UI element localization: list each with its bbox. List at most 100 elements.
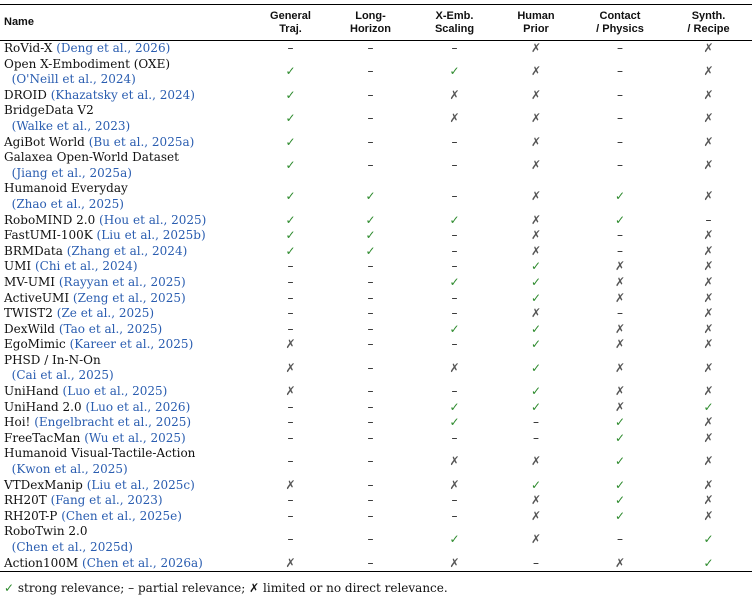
rating-cell: ✗ xyxy=(665,384,752,400)
citation-link[interactable]: Chen et al., 2025d) xyxy=(16,540,133,554)
rating-cell: ✓ xyxy=(575,431,665,447)
partial-relevance-icon: – xyxy=(617,228,623,243)
table-row: RoboMIND 2.0 (Hou et al., 2025) ✓ ✓ ✓ ✗ ✓ – xyxy=(0,213,752,229)
citation-link[interactable]: (Deng et al., 2026) xyxy=(56,41,171,55)
no-relevance-icon: ✗ xyxy=(703,259,714,274)
rating-cell: – xyxy=(329,353,412,384)
rating-cell: ✓ xyxy=(665,400,752,416)
citation-link[interactable]: Zhao et al., 2025) xyxy=(16,196,124,211)
table-row: EgoMimic (Kareer et al., 2025) ✗ – – ✓ ✗ ✗ xyxy=(0,337,752,353)
rating-cell: – xyxy=(665,213,752,229)
citation-link[interactable]: (Chen et al., 2025e) xyxy=(61,508,182,523)
dataset-name: TWIST2 xyxy=(4,306,53,321)
rating-cell: – xyxy=(329,431,412,447)
table-row: PHSD / In-N-On (Cai et al., 2025) ✗ – ✗ ✓ ✗ ✗ xyxy=(0,353,752,384)
rating-cell: ✗ xyxy=(665,322,752,338)
partial-relevance-icon: – xyxy=(617,243,623,258)
rating-cell: – xyxy=(329,493,412,509)
rating-cell: – xyxy=(329,478,412,494)
rating-cell: – xyxy=(252,291,329,307)
rating-cell: – xyxy=(329,150,412,181)
no-relevance-icon: ✗ xyxy=(530,228,542,243)
citation-link[interactable]: O'Neill et al., 2024) xyxy=(16,72,136,87)
rating-cell: ✗ xyxy=(412,446,497,477)
rating-cell: ✗ xyxy=(665,337,752,353)
rating-cell: – xyxy=(575,103,665,134)
citation-link[interactable]: (Khazatsky et al., 2024) xyxy=(50,87,195,102)
citation-paren: ( xyxy=(11,72,17,87)
rating-cell: ✗ xyxy=(665,353,752,384)
dataset-name-cell: EgoMimic (Kareer et al., 2025) xyxy=(0,337,252,353)
partial-relevance-icon: – xyxy=(287,321,294,336)
citation-link[interactable]: (Hou et al., 2025) xyxy=(99,212,207,227)
no-relevance-icon: ✗ xyxy=(285,477,296,492)
rating-cell: ✗ xyxy=(252,337,329,353)
citation-link[interactable]: Walke et al., 2023) xyxy=(16,118,131,133)
citation-link[interactable]: (Kareer et al., 2025) xyxy=(69,337,194,352)
dataset-name: RH20T-P xyxy=(4,508,58,523)
dataset-name-cell: RoboTwin 2.0 (Chen et al., 2025d) xyxy=(0,524,252,555)
rating-cell: – xyxy=(329,337,412,353)
rating-cell: ✗ xyxy=(575,322,665,338)
citation-link[interactable]: (Liu et al., 2025c) xyxy=(86,477,195,492)
citation-link[interactable]: (Wu et al., 2025) xyxy=(84,430,186,445)
no-relevance-icon: ✗ xyxy=(530,306,542,321)
rating-cell: ✗ xyxy=(412,353,497,384)
citation-link[interactable]: (Tao et al., 2025) xyxy=(58,321,163,336)
citation-link[interactable]: Jiang et al., 2025a) xyxy=(16,165,132,180)
table-row: Humanoid Everyday (Zhao et al., 2025) ✓ ✓ –… xyxy=(0,181,752,212)
rating-cell: – xyxy=(252,415,329,431)
rating-cell: – xyxy=(412,181,497,212)
citation-link[interactable]: (Zhang et al., 2024) xyxy=(66,243,188,258)
header-line: General xyxy=(270,9,311,22)
citation-link[interactable]: Kwon et al., 2025) xyxy=(16,462,128,477)
rating-cell: – xyxy=(329,259,412,275)
rating-cell: ✗ xyxy=(412,478,497,494)
citation-link[interactable]: (Rayyan et al., 2025) xyxy=(58,274,186,289)
rating-cell: ✓ xyxy=(412,415,497,431)
partial-relevance-icon: – xyxy=(287,274,294,289)
citation-link[interactable]: (Ze et al., 2025) xyxy=(56,306,155,321)
partial-relevance-icon: – xyxy=(287,41,294,55)
rating-cell: – xyxy=(329,415,412,431)
strong-relevance-icon: ✓ xyxy=(449,212,460,227)
strong-relevance-icon: ✓ xyxy=(530,360,542,375)
strong-relevance-icon: ✓ xyxy=(614,430,626,445)
dataset-name-cell: UniHand 2.0 (Luo et al., 2026) xyxy=(0,400,252,416)
partial-relevance-icon: – xyxy=(451,157,458,172)
citation-link[interactable]: (Zeng et al., 2025) xyxy=(72,290,186,305)
partial-relevance-icon: – xyxy=(287,290,294,305)
citation-link[interactable]: (Engelbracht et al., 2025) xyxy=(34,415,192,430)
citation-link[interactable]: (Luo et al., 2025) xyxy=(62,384,168,399)
partial-relevance-icon: – xyxy=(617,134,623,149)
no-relevance-icon: ✗ xyxy=(614,321,626,336)
citation-link[interactable]: (Chi et al., 2024) xyxy=(34,259,138,274)
no-relevance-icon: ✗ xyxy=(703,228,714,243)
rating-cell: ✓ xyxy=(252,181,329,212)
citation-link[interactable]: (Liu et al., 2025b) xyxy=(96,228,206,243)
partial-relevance-icon: – xyxy=(287,259,294,274)
rating-cell: ✗ xyxy=(665,259,752,275)
rating-cell: ✓ xyxy=(252,88,329,104)
partial-relevance-icon: – xyxy=(533,430,539,445)
partial-relevance-icon: – xyxy=(451,134,458,149)
header-general-traj: General Traj. xyxy=(252,5,329,41)
citation-link[interactable]: (Fang et al., 2023) xyxy=(50,493,163,508)
rating-cell: – xyxy=(252,431,329,447)
no-relevance-icon: ✗ xyxy=(703,477,714,492)
no-relevance-icon: ✗ xyxy=(449,87,460,102)
dataset-name-cell: ActiveUMI (Zeng et al., 2025) xyxy=(0,291,252,307)
rating-cell: ✗ xyxy=(575,384,665,400)
citation-link[interactable]: (Bu et al., 2025a) xyxy=(88,134,195,149)
partial-relevance-icon: – xyxy=(451,430,458,445)
rating-cell: – xyxy=(329,57,412,88)
rating-cell: ✗ xyxy=(575,353,665,384)
partial-relevance-icon: – xyxy=(451,290,458,305)
citation-link[interactable]: (Chen et al., 2026a) xyxy=(82,555,203,570)
table-row: DexWild (Tao et al., 2025) – – ✓ ✓ ✗ ✗ xyxy=(0,322,752,338)
citation-link[interactable]: Cai et al., 2025) xyxy=(16,368,114,383)
partial-relevance-icon: – xyxy=(287,415,294,430)
citation-link[interactable]: (Luo et al., 2026) xyxy=(85,399,191,414)
dataset-name: ActiveUMI xyxy=(4,290,70,305)
table-row: Open X-Embodiment (OXE) (O'Neill et al.,… xyxy=(0,57,752,88)
